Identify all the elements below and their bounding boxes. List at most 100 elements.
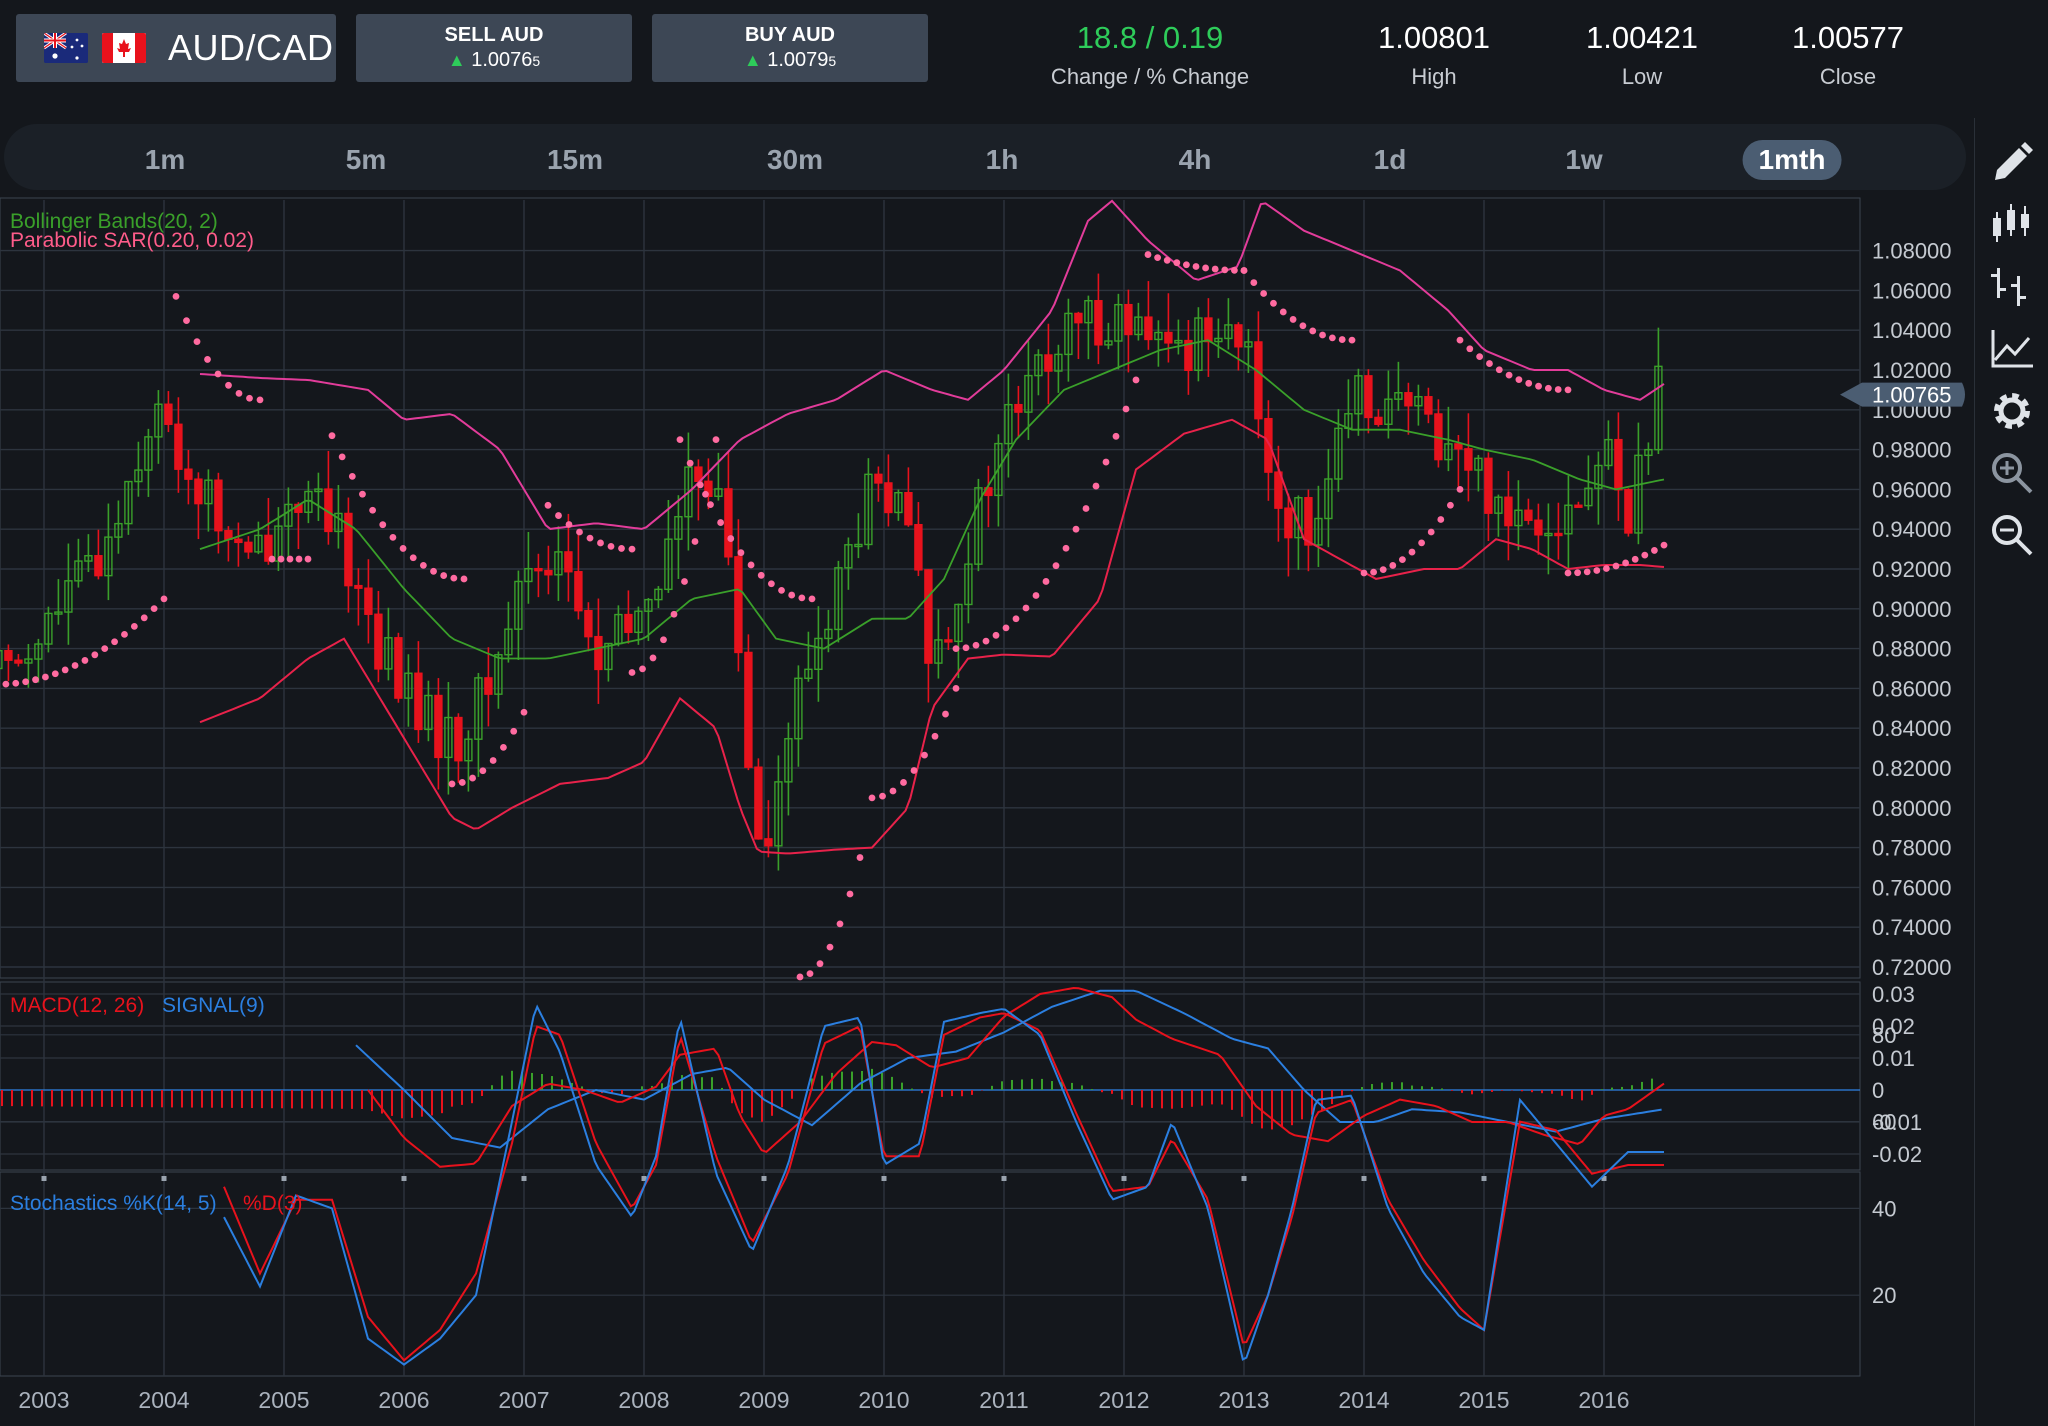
zoom-in-icon[interactable] bbox=[1987, 448, 2037, 498]
x-tick-label: 2005 bbox=[258, 1387, 309, 1413]
candle-body bbox=[754, 766, 763, 840]
timeframe-bar: 1m 5m 15m 30m 1h 4h 1d 1w 1mth bbox=[4, 124, 1966, 190]
x-tick-label: 2008 bbox=[618, 1387, 669, 1413]
candle-body bbox=[904, 491, 913, 526]
candle-body bbox=[494, 654, 503, 695]
chart-area[interactable]: 2003 2004 2005 2006 2007 2008 2009 2010 2011 2012… bbox=[0, 0, 1972, 1426]
ohlc-bars-icon[interactable] bbox=[1987, 262, 2037, 312]
sar-dot bbox=[448, 780, 456, 788]
candle-body bbox=[634, 610, 643, 634]
sar-dot bbox=[576, 528, 583, 536]
gear-icon[interactable] bbox=[1987, 386, 2037, 436]
macd-tick-label: 0.02 bbox=[1872, 1014, 1915, 1039]
candle-body bbox=[1214, 337, 1223, 343]
sar-dot bbox=[1515, 376, 1523, 384]
zoom-out-icon[interactable] bbox=[1987, 510, 2037, 560]
line-chart-icon[interactable] bbox=[1987, 324, 2037, 374]
candle-body bbox=[1124, 303, 1133, 336]
change-stat: 18.8 / 0.19 Change / % Change bbox=[1051, 20, 1249, 90]
candle-body bbox=[454, 716, 463, 762]
macd-tick-label: -0.01 bbox=[1872, 1110, 1922, 1135]
candle-body bbox=[1634, 454, 1643, 534]
tab-1w[interactable]: 1w bbox=[1565, 144, 1603, 175]
sar-dot bbox=[389, 534, 397, 541]
sar-dot bbox=[992, 631, 1000, 639]
sar-dot bbox=[972, 641, 980, 649]
sar-dot bbox=[235, 389, 243, 397]
tab-5m[interactable]: 5m bbox=[345, 144, 387, 175]
sar-dot bbox=[707, 501, 714, 509]
candle-body bbox=[924, 569, 933, 664]
price-tick-label: 1.08000 bbox=[1872, 239, 1952, 264]
candle-body bbox=[704, 480, 713, 497]
sar-dot bbox=[1574, 569, 1581, 577]
x-tick-marker bbox=[281, 1176, 287, 1181]
candle-body bbox=[284, 503, 293, 527]
tab-1h[interactable]: 1h bbox=[985, 144, 1019, 175]
sar-dot bbox=[702, 490, 709, 498]
tab-1d[interactable]: 1d bbox=[1373, 144, 1407, 175]
sar-dot bbox=[696, 481, 704, 489]
candle-body bbox=[84, 555, 93, 562]
stoch-k-legend: Stochastics %K(14, 5) bbox=[10, 1192, 217, 1215]
currency-pair-selector[interactable]: AUD/CAD bbox=[16, 14, 336, 82]
tab-4h[interactable]: 4h bbox=[1178, 144, 1212, 175]
x-tick-marker bbox=[641, 1176, 647, 1181]
sar-dot bbox=[1042, 578, 1050, 585]
sar-dot bbox=[1240, 267, 1248, 274]
close-label: Close bbox=[1819, 64, 1877, 89]
sar-dot bbox=[747, 561, 755, 569]
sar-dot bbox=[931, 732, 939, 740]
sar-dot bbox=[942, 710, 949, 718]
tab-15m[interactable]: 15m bbox=[546, 144, 604, 175]
x-tick-label: 2013 bbox=[1218, 1387, 1269, 1413]
sar-dot bbox=[798, 594, 806, 602]
candle-body bbox=[764, 838, 773, 847]
sar-dot bbox=[1328, 334, 1336, 342]
sar-dot bbox=[1456, 336, 1464, 344]
candle-body bbox=[204, 479, 213, 505]
price-tick-label: 0.94000 bbox=[1872, 517, 1952, 542]
macd-tick-label: 0.01 bbox=[1872, 1046, 1915, 1071]
sell-button[interactable]: SELL AUD ▲ 1.00765 bbox=[356, 14, 632, 82]
candle-body bbox=[1024, 374, 1033, 413]
candle-body bbox=[774, 781, 783, 847]
candle-body bbox=[464, 738, 473, 762]
sar-dot bbox=[1348, 336, 1356, 344]
candle-body bbox=[244, 541, 253, 553]
price-tick-label: 1.06000 bbox=[1872, 278, 1952, 303]
candle-body bbox=[974, 487, 983, 565]
sar-dot bbox=[727, 535, 735, 542]
sar-dot bbox=[399, 545, 407, 552]
low-stat: 1.00421 Low bbox=[1586, 20, 1698, 90]
sar-dot bbox=[962, 644, 970, 652]
sar-dot bbox=[1505, 371, 1513, 379]
sar-dot bbox=[1132, 376, 1140, 384]
tab-1m[interactable]: 1m bbox=[144, 144, 186, 175]
sar-dot bbox=[1564, 569, 1572, 577]
tab-1mth[interactable]: 1mth bbox=[1742, 140, 1842, 180]
pencil-icon[interactable] bbox=[1987, 138, 2037, 188]
sar-dot bbox=[469, 774, 476, 782]
buy-pip: 5 bbox=[828, 53, 837, 69]
tab-30m[interactable]: 30m bbox=[766, 144, 824, 175]
candle-body bbox=[714, 488, 723, 497]
candle-body bbox=[854, 543, 863, 548]
sar-dot bbox=[1622, 559, 1629, 567]
sar-dot bbox=[649, 654, 657, 662]
sar-dot bbox=[1163, 256, 1171, 264]
sar-dot bbox=[130, 622, 138, 630]
candle-body bbox=[1034, 354, 1043, 377]
sar-dot bbox=[889, 787, 897, 795]
candlestick-icon[interactable] bbox=[1987, 200, 2037, 250]
sar-dot bbox=[1535, 382, 1542, 390]
x-tick-marker bbox=[761, 1176, 767, 1181]
sar-dot bbox=[440, 572, 448, 579]
sar-dot bbox=[409, 554, 417, 562]
candle-body bbox=[364, 587, 373, 615]
buy-button[interactable]: BUY AUD ▲ 1.00795 bbox=[652, 14, 928, 82]
candle-body bbox=[374, 613, 383, 670]
candle-body bbox=[404, 672, 413, 699]
candle-body bbox=[954, 603, 963, 643]
sar-dot bbox=[1122, 405, 1130, 413]
